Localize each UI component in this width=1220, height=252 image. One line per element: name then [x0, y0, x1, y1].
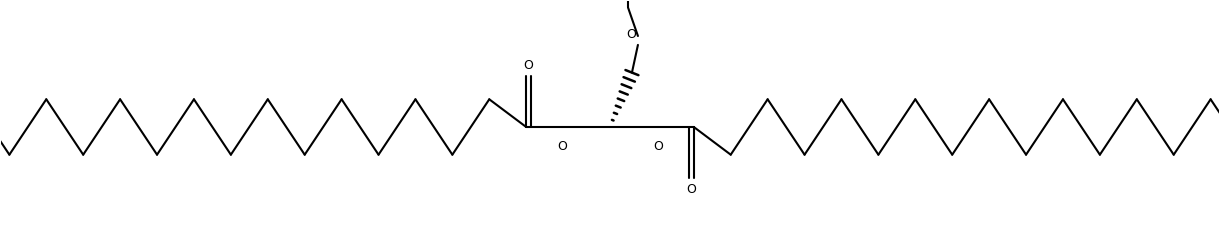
Text: O: O	[687, 183, 697, 196]
Text: O: O	[523, 59, 533, 72]
Text: O: O	[626, 28, 636, 41]
Text: O: O	[653, 140, 662, 153]
Text: O: O	[558, 140, 567, 153]
